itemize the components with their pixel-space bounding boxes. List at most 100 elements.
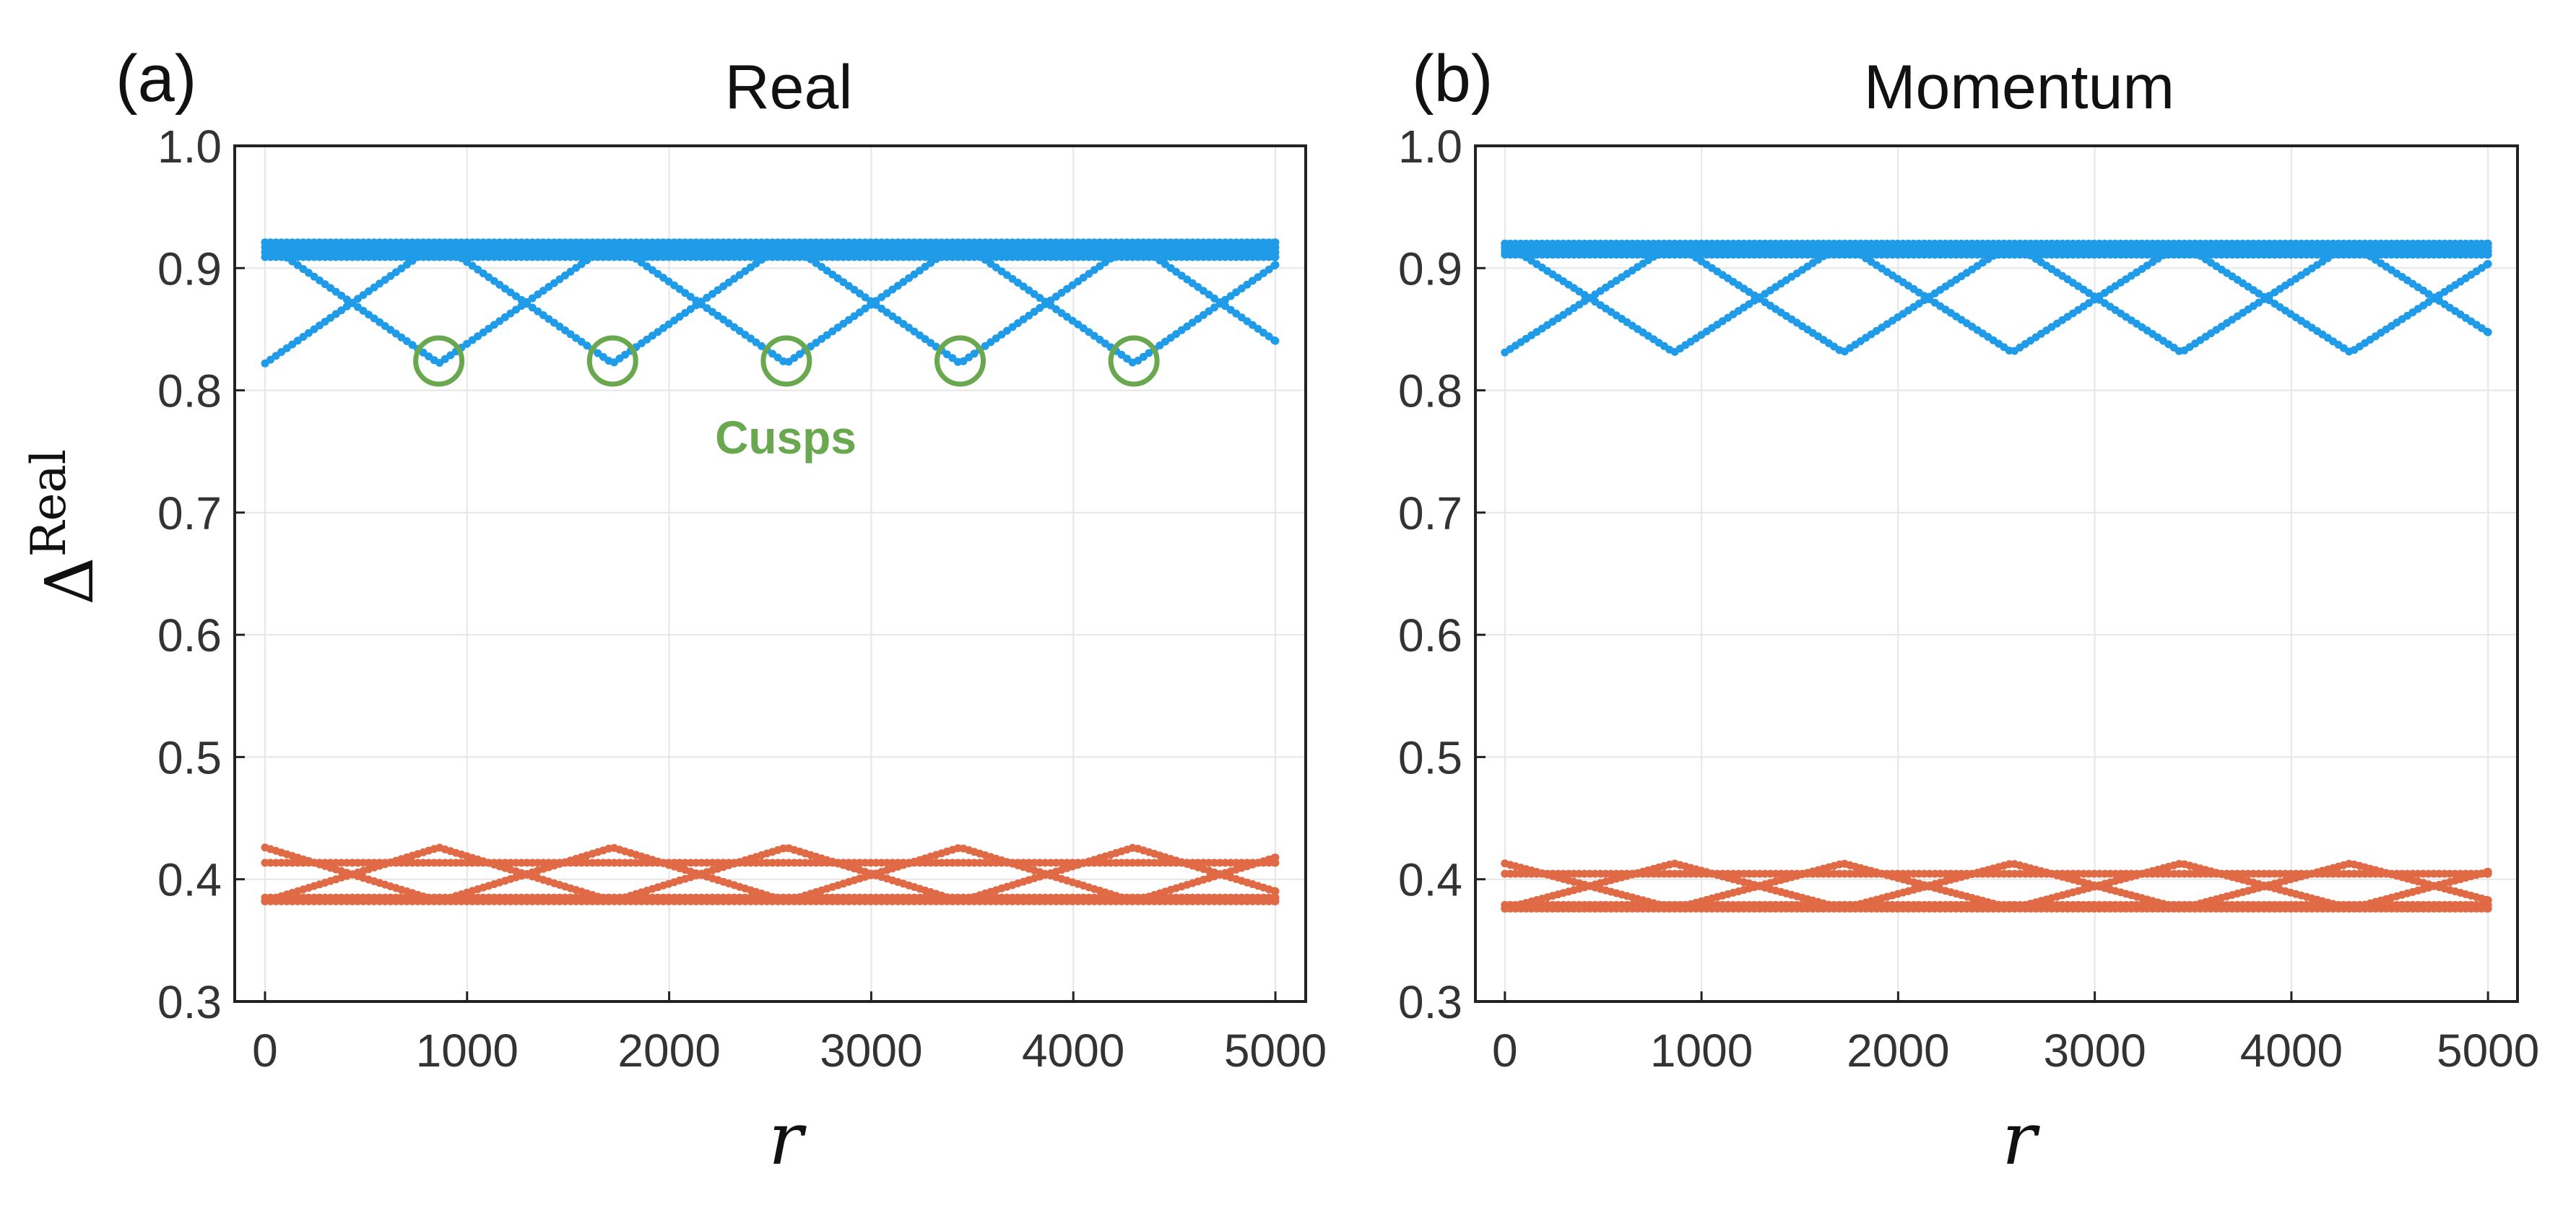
data-point: [654, 253, 662, 261]
data-point: [992, 253, 1000, 261]
data-point: [1128, 859, 1137, 867]
data-point: [861, 859, 869, 867]
y-tick-label: 0.4: [1398, 854, 1462, 906]
data-point: [872, 897, 880, 905]
data-point: [2484, 867, 2492, 876]
data-point: [402, 897, 411, 905]
panel-a: (a) Real 0 1000 2000 3000 4000 50000.30.40.50…: [116, 42, 1327, 1181]
data-point: [337, 897, 346, 905]
data-point: [414, 897, 422, 905]
data-point: [1051, 859, 1060, 867]
data-point: [1188, 897, 1197, 905]
x-tick-label: 0: [1492, 1025, 1518, 1077]
data-point: [654, 897, 662, 905]
data-point: [861, 897, 869, 905]
data-point: [523, 859, 532, 867]
data-point: [784, 859, 793, 867]
data-point: [365, 897, 373, 905]
data-point: [1014, 897, 1022, 905]
y-tick-label: 0.9: [1398, 243, 1462, 295]
data-point: [523, 253, 532, 261]
data-point: [353, 859, 362, 867]
data-point: [386, 253, 395, 261]
data-point: [741, 897, 750, 905]
data-point: [1271, 853, 1280, 862]
data-point: [304, 253, 313, 261]
panel-a-series: [261, 238, 1280, 905]
cusp-marker: [760, 335, 812, 387]
y-tick-label: 0.6: [1398, 609, 1462, 661]
data-point: [724, 253, 733, 261]
data-point: [1237, 897, 1246, 905]
data-point: [692, 859, 701, 867]
data-point: [1221, 253, 1230, 261]
data-point: [353, 253, 362, 261]
panel-b-x-axis-label: r: [2002, 1097, 2040, 1181]
data-point: [342, 253, 351, 261]
x-tick-label: 3000: [2043, 1025, 2146, 1077]
x-tick-label: 5000: [2437, 1025, 2539, 1077]
data-point: [463, 897, 471, 905]
data-point: [1232, 897, 1241, 905]
data-point: [981, 897, 989, 905]
data-point: [882, 859, 891, 867]
data-point: [1271, 261, 1280, 269]
data-point: [342, 859, 351, 867]
data-point: [893, 897, 902, 905]
y-tick-label: 0.3: [157, 976, 222, 1028]
data-point: [583, 859, 591, 867]
y-tick-label: 1.0: [157, 121, 222, 173]
data-point: [910, 897, 919, 905]
series-upper: [1501, 239, 2492, 357]
data-point: [506, 897, 515, 905]
data-point: [1041, 253, 1049, 261]
data-point: [714, 253, 722, 261]
data-point: [555, 253, 564, 261]
data-point: [474, 897, 482, 905]
data-point: [681, 897, 690, 905]
data-point: [752, 859, 760, 867]
data-point: [861, 253, 869, 261]
y-axis-label: ΔReal: [21, 449, 108, 605]
data-point: [1139, 253, 1148, 261]
data-point: [397, 253, 406, 261]
data-point: [1177, 897, 1186, 905]
data-point: [594, 859, 602, 867]
data-point: [288, 897, 297, 905]
data-point: [457, 897, 466, 905]
data-point: [893, 253, 902, 261]
data-point: [675, 253, 684, 261]
data-point: [604, 859, 613, 867]
data-point: [790, 859, 799, 867]
panel-b-series: [1501, 239, 2492, 913]
data-point: [959, 253, 968, 261]
y-tick-label: 0.4: [157, 854, 222, 906]
data-point: [435, 859, 444, 867]
data-point: [316, 897, 324, 905]
data-point: [632, 897, 641, 905]
data-point: [566, 897, 575, 905]
data-point: [506, 253, 515, 261]
panel-a-label: (a): [116, 42, 196, 116]
data-point: [485, 253, 493, 261]
data-point: [1051, 253, 1060, 261]
data-point: [882, 897, 891, 905]
data-point: [425, 859, 433, 867]
data-point: [1041, 897, 1049, 905]
data-point: [1199, 253, 1207, 261]
x-tick-label: 3000: [820, 1025, 922, 1077]
data-point: [512, 897, 520, 905]
data-point: [735, 897, 744, 905]
data-point: [1221, 859, 1230, 867]
data-point: [326, 897, 335, 905]
data-point: [1019, 253, 1028, 261]
data-point: [872, 859, 880, 867]
data-point: [1030, 859, 1038, 867]
series-lower: [261, 843, 1280, 905]
data-point: [664, 897, 673, 905]
data-point: [850, 859, 859, 867]
data-point: [2484, 251, 2492, 259]
cusps-label: Cusps: [715, 412, 857, 464]
data-point: [752, 897, 760, 905]
data-point: [959, 859, 968, 867]
